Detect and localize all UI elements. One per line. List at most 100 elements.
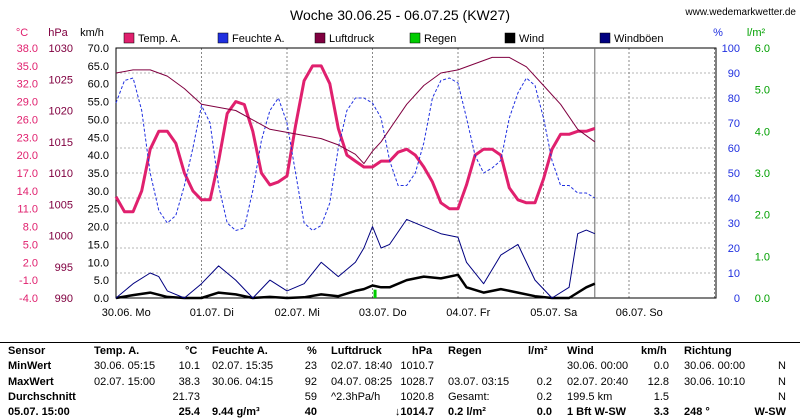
temp-tick-label: 32.0	[17, 79, 38, 91]
table-cell-label: MinWert	[8, 360, 52, 372]
table-cell-p-time: ^2.3hPa/h	[331, 391, 381, 403]
series-line-feuchte-a	[115, 77, 596, 231]
table-cell-t-time: 30.06. 05:15	[94, 360, 156, 372]
humidity-tick-label: 80	[728, 93, 740, 105]
table-cell-w-time: 02.07. 20:40	[567, 376, 629, 388]
temp-tick-label: 35.0	[17, 61, 38, 73]
humidity-tick-label: 0	[734, 293, 740, 305]
humidity-tick-label: 70	[728, 118, 740, 130]
wind-tick-label: 70.0	[88, 43, 109, 55]
temp-tick-label: 8.0	[23, 222, 38, 234]
table-cell-h-val: 23	[304, 360, 317, 372]
legend-swatch-luftdruck	[314, 32, 326, 44]
table-cell-d-val: W-SW	[754, 406, 786, 418]
table-cell-p-time: 02.07. 18:40	[331, 360, 393, 372]
rain-tick-label: 2.0	[755, 210, 770, 222]
temp-tick-label: 38.0	[17, 43, 38, 55]
table-cell-label: MaxWert	[8, 376, 54, 388]
humidity-tick-label: 30	[728, 218, 740, 230]
table-cell-d-time: 30.06. 00:00	[684, 360, 746, 372]
legend-swatch-wind	[504, 32, 516, 44]
wind-tick-label: 55.0	[88, 97, 109, 109]
wind-unit-label: km/h	[80, 27, 104, 39]
table-cell-r-time: 0.2 l/m²	[448, 406, 486, 418]
pressure-tick-label: 990	[55, 293, 73, 305]
table-cell-w-time: 30.06. 00:00	[567, 360, 629, 372]
humidity-tick-label: 40	[728, 193, 740, 205]
table-cell-w-val: 1.5	[653, 391, 669, 403]
humidity-tick-label: 20	[728, 243, 740, 255]
x-day-label: 05.07. Sa	[530, 307, 578, 319]
hdr-temp-unit: °C	[185, 345, 198, 357]
table-cell-h-time: 9.44 g/m³	[212, 406, 260, 418]
legend-label-windb-en: Windböen	[614, 33, 664, 45]
table-cell-h-val: 40	[304, 406, 317, 418]
right-axes: 10090807060504030201006.05.04.03.02.01.0…	[722, 43, 770, 305]
table-cell-d-val: N	[778, 376, 786, 388]
table-cell-label: 05.07. 15:00	[8, 406, 70, 418]
table-cell-w-time: 1 Bft W-SW	[567, 406, 627, 418]
pressure-tick-label: 1005	[49, 199, 73, 211]
table-cell-t-val: 21.73	[172, 391, 200, 403]
humidity-tick-label: 60	[728, 143, 740, 155]
temp-tick-label: -4.0	[19, 293, 38, 305]
table-cell-t-val: 38.3	[178, 376, 200, 388]
hdr-dir: Richtung	[684, 345, 732, 357]
temp-tick-label: -1.0	[19, 275, 38, 287]
pressure-tick-label: 1000	[49, 231, 73, 243]
table-cell-r-val: 0.2	[536, 391, 552, 403]
pressure-unit-label: hPa	[48, 27, 68, 39]
x-day-label: 30.06. Mo	[102, 307, 151, 319]
table-cell-h-time: 02.07. 15:35	[212, 360, 274, 372]
table-cell-r-time: 03.07. 03:15	[448, 376, 510, 388]
rain-tick-label: 6.0	[755, 43, 770, 55]
hdr-rain: Regen	[448, 345, 482, 357]
hdr-wind-unit: km/h	[641, 345, 667, 357]
x-day-label: 06.07. So	[616, 307, 663, 319]
pressure-tick-label: 1030	[49, 43, 73, 55]
rain-tick-label: 0.0	[755, 293, 770, 305]
left-axes: 38.0 35.0 32.0 29.0 26.0 23.0 20.0 17.0 14.0 11.0…	[17, 43, 109, 305]
legend-label-temp-a: Temp. A.	[138, 33, 181, 45]
temp-tick-label: 2.0	[23, 257, 38, 269]
temp-tick-label: 17.0	[17, 168, 38, 180]
hdr-hum: Feuchte A.	[212, 345, 268, 357]
humidity-tick-label: 90	[728, 68, 740, 80]
legend-label-regen: Regen	[424, 33, 456, 45]
table-cell-r-val: 0.2	[536, 376, 552, 388]
series-line-windb-en	[115, 218, 595, 299]
hdr-wind: Wind	[567, 345, 594, 357]
table-cell-w-val: 12.8	[647, 376, 669, 388]
pressure-tick-label: 1015	[49, 137, 73, 149]
x-day-label: 04.07. Fr	[446, 307, 490, 319]
humidity-tick-label: 50	[728, 168, 740, 180]
hdr-press-unit: hPa	[412, 345, 433, 357]
wind-tick-label: 40.0	[88, 150, 109, 162]
rain-bar	[373, 289, 377, 298]
table-cell-h-time: 30.06. 04:15	[212, 376, 274, 388]
legend-label-luftdruck: Luftdruck	[329, 33, 375, 45]
table-cell-p-val: ↓1014.7	[394, 406, 434, 418]
pressure-tick-label: 1020	[49, 106, 73, 118]
rain-tick-label: 1.0	[755, 251, 770, 263]
hdr-rain-unit: l/m²	[528, 345, 548, 357]
temp-tick-label: 26.0	[17, 114, 38, 126]
table-cell-label: Durchschnitt	[8, 391, 76, 403]
table-cell-p-val: 1028.7	[400, 376, 434, 388]
wind-tick-label: 0.0	[94, 293, 109, 305]
stats-table: Sensor Temp. A. °C Feuchte A. % Luftdruc…	[0, 342, 800, 418]
hdr-temp: Temp. A.	[94, 345, 140, 357]
x-day-label: 01.07. Di	[190, 307, 234, 319]
series-line-wind	[115, 273, 596, 300]
hdr-sensor: Sensor	[8, 345, 46, 357]
rain-tick-label: 5.0	[755, 85, 770, 97]
wind-tick-label: 20.0	[88, 222, 109, 234]
table-cell-d-val: N	[778, 391, 786, 403]
table-cell-d-time: 248 °	[684, 406, 710, 418]
wind-tick-label: 45.0	[88, 132, 109, 144]
site-url: www.wedemarkwetter.de	[684, 7, 796, 18]
pressure-tick-label: 1025	[49, 74, 73, 86]
table-cell-p-time: 04.07. 08:25	[331, 376, 393, 388]
x-day-label: 03.07. Do	[359, 307, 407, 319]
table-cell-p-val: 1010.7	[400, 360, 434, 372]
